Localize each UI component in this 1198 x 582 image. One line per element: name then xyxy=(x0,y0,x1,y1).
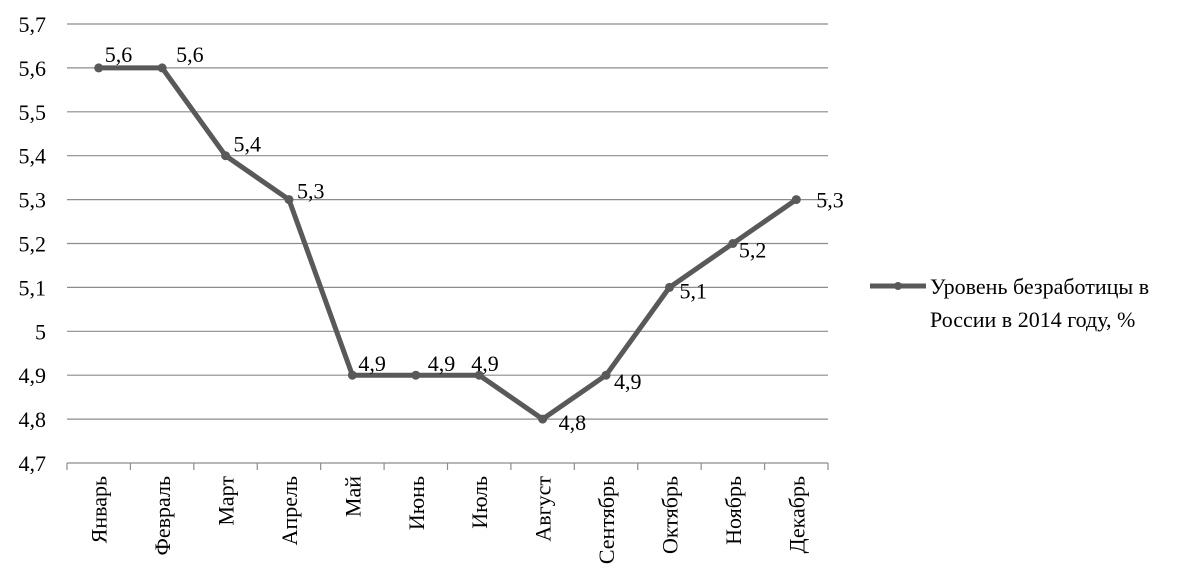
y-tick-label: 5,1 xyxy=(19,275,47,300)
data-point xyxy=(94,63,104,73)
data-label: 5,2 xyxy=(739,238,767,263)
data-point xyxy=(728,239,738,248)
x-tick-label: Май xyxy=(340,476,365,517)
x-tick-label: Август xyxy=(531,476,556,542)
data-label: 4,9 xyxy=(358,351,386,376)
y-tick-label: 5,6 xyxy=(19,56,47,81)
y-tick-label: 5,3 xyxy=(19,188,47,213)
x-axis-tick-labels: Январь Февраль Март Апрель Май Июнь Июль Август… xyxy=(87,476,810,565)
data-point xyxy=(474,370,484,380)
data-labels: 5,6 5,6 5,4 5,3 4,9 4,9 4,9 4,8 4,9 5,1 5,2 5,3 xyxy=(105,42,844,435)
legend-label-line-2: России в 2014 году, % xyxy=(930,307,1135,332)
data-point xyxy=(411,370,421,380)
data-point xyxy=(347,370,357,380)
data-label: 5,4 xyxy=(234,132,262,157)
data-point xyxy=(601,370,611,380)
legend-point-marker xyxy=(894,282,902,290)
y-tick-label: 5,5 xyxy=(19,100,47,125)
data-point xyxy=(221,151,231,161)
y-tick-label: 5,2 xyxy=(19,232,47,257)
data-label: 4,8 xyxy=(559,410,587,435)
y-tick-label: 5 xyxy=(35,319,46,344)
data-point xyxy=(664,282,674,292)
data-label: 5,6 xyxy=(176,42,204,67)
y-axis-tick-labels: 4,7 4,8 4,9 5 5,1 5,2 5,3 5,4 5,5 5,6 5,7 xyxy=(19,12,47,476)
y-tick-label: 5,7 xyxy=(19,12,47,37)
data-label: 5,3 xyxy=(297,179,325,204)
data-point xyxy=(791,195,801,205)
x-tick-label: Апрель xyxy=(277,476,302,545)
grid-lines xyxy=(67,23,828,420)
x-tick-label: Июль xyxy=(467,476,492,529)
data-label: 5,1 xyxy=(679,278,707,303)
series-group xyxy=(94,63,801,424)
data-point xyxy=(284,195,294,205)
y-tick-label: 5,4 xyxy=(19,144,47,169)
data-label: 5,6 xyxy=(105,42,133,67)
data-point xyxy=(157,63,167,73)
x-tick-label: Декабрь xyxy=(784,476,809,553)
data-label: 4,9 xyxy=(614,369,642,394)
legend-label-line-1: Уровень безработицы в xyxy=(930,274,1149,299)
y-tick-label: 4,9 xyxy=(19,363,47,388)
x-tick-label: Октябрь xyxy=(657,476,682,554)
legend: Уровень безработицы в России в 2014 году… xyxy=(870,274,1149,332)
y-tick-label: 4,8 xyxy=(19,407,47,432)
x-tick-label: Февраль xyxy=(150,476,175,556)
x-tick-label: Январь xyxy=(87,476,112,543)
series-line xyxy=(98,65,798,422)
x-tick-label: Сентябрь xyxy=(594,476,619,564)
x-tick-label: Ноябрь xyxy=(721,476,746,545)
x-tick-label: Март xyxy=(214,476,239,526)
x-tick-label: Июнь xyxy=(404,476,429,530)
data-point xyxy=(538,414,548,424)
y-tick-label: 4,7 xyxy=(19,451,47,476)
data-label: 4,9 xyxy=(428,351,456,376)
data-label: 5,3 xyxy=(816,188,844,213)
axes xyxy=(66,462,829,470)
data-label: 4,9 xyxy=(471,351,499,376)
